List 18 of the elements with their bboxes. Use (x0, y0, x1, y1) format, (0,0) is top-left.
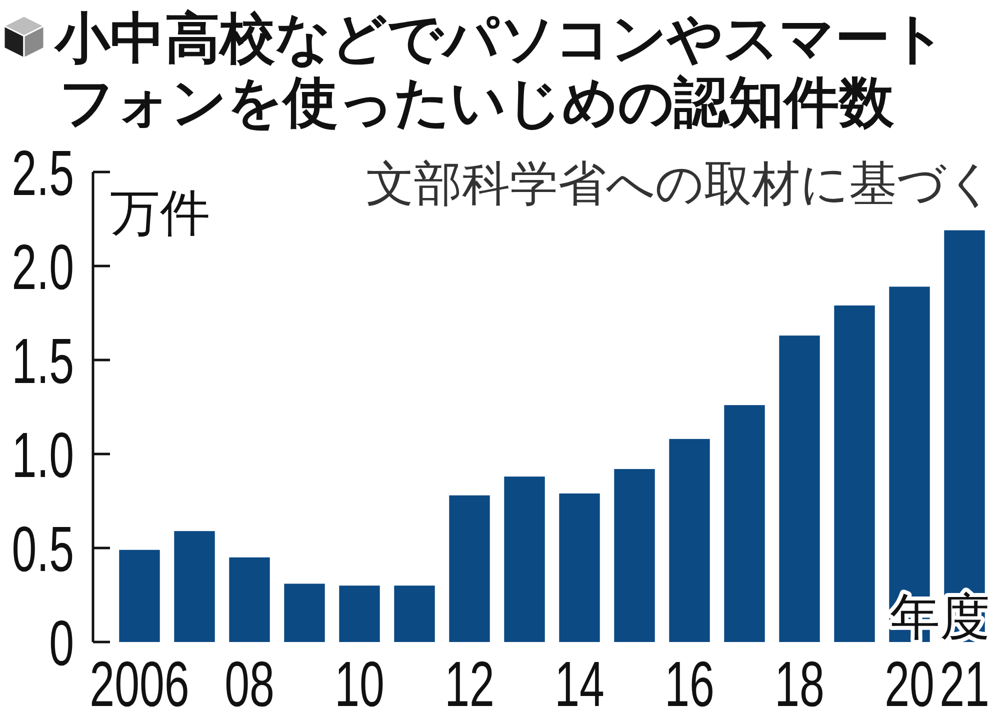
x-tick-label: 21 (940, 648, 990, 711)
y-tick-label: 1.5 (12, 325, 74, 397)
chart-title: 小中高校などでパソコンやスマートフォンを使ったいじめの認知件数 (53, 6, 946, 134)
x-tick-label: 14 (554, 648, 604, 711)
y-tick-label: 2.5 (12, 137, 74, 209)
y-tick-label: 0 (49, 607, 74, 679)
x-tick-label: 16 (664, 648, 714, 711)
annotation: 文部科学省への取材に基づく (366, 156, 995, 212)
x-tick-label: 08 (224, 648, 274, 711)
y-tick-label: 1.0 (12, 419, 74, 491)
x-tick-label: 18 (774, 648, 824, 711)
x-tick-label: 12 (444, 648, 494, 711)
x-tick-label: 10 (334, 648, 384, 711)
x-tick-label: 20 (884, 648, 934, 711)
y-tick-label: 0.5 (12, 513, 74, 585)
y-tick-label: 2.0 (12, 231, 74, 303)
x-tick-label: 2006 (90, 648, 190, 711)
y-axis-title: 万件 (110, 184, 210, 242)
